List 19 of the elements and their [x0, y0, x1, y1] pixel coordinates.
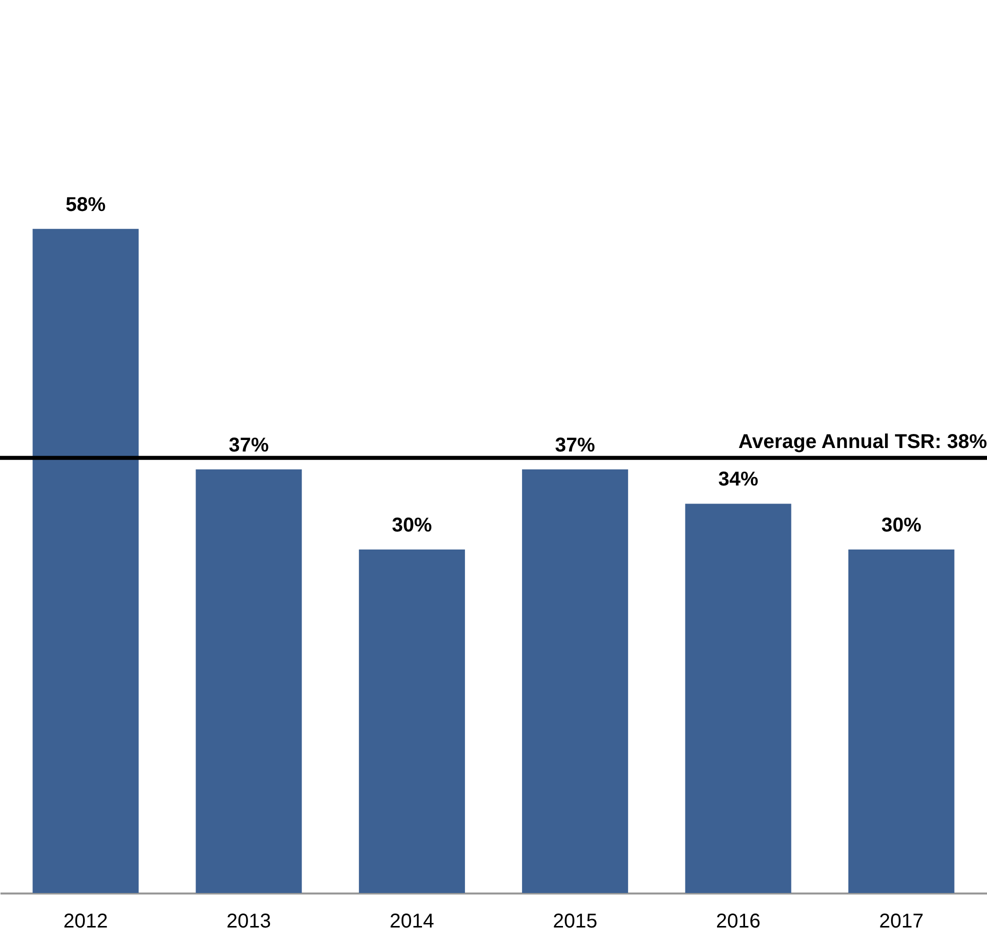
- bar: [848, 550, 954, 893]
- x-tick-label: 2012: [63, 910, 108, 932]
- bar: [685, 504, 792, 893]
- x-tick-label: 2017: [879, 910, 924, 932]
- data-label: 37%: [228, 434, 270, 456]
- data-label: 58%: [66, 194, 106, 216]
- bar: [358, 550, 465, 893]
- data-label: 34%: [718, 468, 758, 491]
- data-label: 37%: [555, 434, 596, 456]
- bar: [196, 469, 302, 893]
- x-tick-label: 2016: [716, 910, 760, 932]
- x-tick-label: 2015: [552, 910, 598, 932]
- x-tick-label: 2013: [226, 910, 272, 932]
- x-tick-label: 2014: [390, 910, 434, 932]
- data-label: 30%: [881, 514, 922, 536]
- data-label: 30%: [392, 514, 432, 536]
- ref-line-label: Average Annual TSR: 38%: [738, 430, 987, 453]
- bar: [522, 469, 628, 893]
- bar: [32, 228, 139, 893]
